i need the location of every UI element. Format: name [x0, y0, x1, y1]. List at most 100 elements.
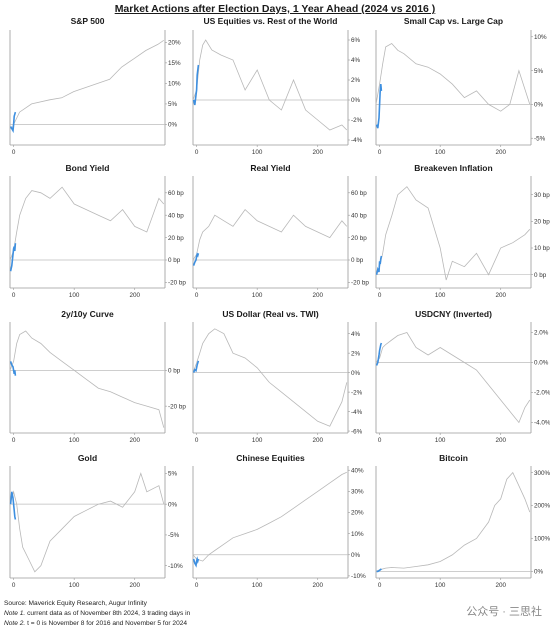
y-tick-label: 20% — [168, 40, 181, 47]
x-tick-label: 200 — [312, 582, 323, 589]
chart-panel-9: Gold -10% -5% 0% 5% 0 100 200 — [9, 453, 183, 589]
series-2016-line — [9, 472, 165, 573]
y-tick-label: -2% — [351, 389, 363, 396]
panel-title: S&P 500 — [71, 16, 105, 26]
x-tick-label: 0 — [378, 437, 382, 444]
x-tick-label: 0 — [12, 149, 16, 156]
panel-title: Real Yield — [250, 163, 290, 173]
series-2016-line — [375, 42, 531, 112]
y-tick-label: -4% — [351, 137, 363, 144]
series-2024-line — [9, 491, 17, 520]
series-2024-line — [375, 342, 383, 366]
y-tick-label: 0% — [168, 122, 178, 129]
x-tick-label: 200 — [495, 292, 506, 299]
series-2024-line — [192, 360, 200, 373]
y-tick-label: 40 bp — [351, 212, 367, 219]
y-tick-label: 40% — [351, 467, 364, 474]
y-tick-label: -20 bp — [168, 403, 186, 410]
y-tick-label: 4% — [351, 57, 361, 64]
y-tick-label: 5% — [534, 68, 544, 75]
y-tick-label: 5% — [168, 101, 178, 108]
x-tick-label: 0 — [195, 292, 199, 299]
x-tick-label: 200 — [129, 292, 140, 299]
panel-title: Gold — [78, 453, 97, 463]
panel-title: Breakeven Inflation — [414, 163, 492, 173]
y-tick-label: -6% — [351, 428, 363, 435]
x-tick-label: 0 — [195, 437, 199, 444]
x-tick-label: 200 — [495, 437, 506, 444]
note-2-label: Note 2. — [4, 620, 26, 627]
panel-title: Bond Yield — [66, 163, 110, 173]
y-tick-label: -4% — [351, 409, 363, 416]
footer: Source: Maverick Equity Research, Augur … — [4, 599, 190, 629]
panel-title: Chinese Equities — [236, 453, 305, 463]
y-tick-label: -20 bp — [351, 280, 369, 287]
panel-title: US Equities vs. Rest of the World — [204, 16, 338, 26]
y-tick-label: -2% — [351, 117, 363, 124]
x-tick-label: 100 — [435, 292, 446, 299]
x-tick-label: 0 — [12, 582, 16, 589]
x-tick-label: 200 — [495, 149, 506, 156]
panel-title: US Dollar (Real vs. TWI) — [222, 309, 319, 319]
watermark: 公众号 · 三思社 — [466, 606, 542, 618]
chart-panel-10: Chinese Equities -10% 0% 10% 20% 30% 40% 0 100 20… — [192, 453, 366, 589]
chart-panel-5: Breakeven Inflation 0 bp 10 bp 20 bp 30 bp 0 1… — [375, 163, 550, 299]
x-tick-label: 100 — [69, 292, 80, 299]
y-tick-label: 0 bp — [534, 272, 547, 279]
series-2024-line — [375, 84, 383, 129]
y-tick-label: 2% — [351, 77, 361, 84]
y-tick-label: 10 bp — [534, 245, 550, 252]
y-tick-label: 100% — [534, 536, 550, 543]
x-tick-label: 200 — [312, 437, 323, 444]
note-2-text: t = 0 is November 8 for 2016 and Novembe… — [27, 620, 188, 627]
series-2024-line — [9, 111, 17, 134]
x-tick-label: 0 — [195, 149, 199, 156]
y-tick-label: 0% — [351, 97, 361, 104]
series-2016-line — [192, 208, 348, 261]
series-2016-line — [9, 330, 165, 428]
series-2024-line — [376, 568, 382, 573]
series-2024-line — [192, 64, 200, 106]
chart-panel-11: Bitcoin 0% 100% 200% 300% 0 100 200 — [375, 453, 550, 589]
series-2016-line — [10, 39, 165, 129]
chart-panel-7: US Dollar (Real vs. TWI) -6% -4% -2% 0% 2% 4% 0… — [192, 309, 363, 444]
y-tick-label: 300% — [534, 470, 550, 477]
series-2016-line — [9, 186, 165, 261]
footer-source: Source: Maverick Equity Research, Augur … — [4, 600, 147, 607]
y-tick-label: -10% — [351, 573, 366, 580]
x-tick-label: 200 — [495, 582, 506, 589]
chart-panel-8: USDCNY (Inverted) -4.0% -2.0% 0.0% 2.0% 0 100 2… — [375, 309, 550, 444]
x-tick-label: 200 — [129, 437, 140, 444]
x-tick-label: 100 — [252, 149, 263, 156]
y-tick-label: -10% — [168, 563, 183, 570]
x-tick-label: 200 — [129, 582, 140, 589]
y-tick-label: 10% — [168, 81, 181, 88]
y-tick-label: 0% — [168, 501, 178, 508]
series-2016-line — [192, 39, 348, 131]
x-tick-label: 100 — [252, 437, 263, 444]
x-tick-label: 100 — [69, 582, 80, 589]
x-tick-label: 200 — [312, 292, 323, 299]
y-tick-label: 0% — [351, 370, 361, 377]
y-tick-label: 2% — [351, 350, 361, 357]
chart-panel-4: Real Yield -20 bp 0 bp 20 bp 40 bp 60 bp 0 100 2… — [192, 163, 369, 299]
series-2024-line — [192, 556, 200, 568]
series-2016-line — [375, 332, 531, 424]
y-tick-label: 0% — [534, 102, 544, 109]
x-tick-label: 0 — [378, 582, 382, 589]
panel-title: Small Cap vs. Large Cap — [404, 16, 503, 26]
y-tick-label: 20% — [351, 510, 364, 517]
series-2024-line — [9, 361, 17, 376]
footer-note-2: Note 2. t = 0 is November 8 for 2016 and… — [4, 619, 190, 629]
y-tick-label: 30 bp — [534, 192, 550, 199]
y-tick-label: 0 bp — [168, 257, 181, 264]
y-tick-label: -4.0% — [534, 420, 550, 427]
y-tick-label: 20 bp — [534, 219, 550, 226]
y-tick-label: 0 bp — [351, 257, 364, 264]
x-tick-label: 100 — [69, 437, 80, 444]
note-1-label: Note 1. — [4, 610, 26, 617]
x-tick-label: 100 — [252, 292, 263, 299]
footer-note-1: Note 1. current data as of November 8th … — [4, 609, 190, 619]
y-tick-label: 60 bp — [168, 190, 184, 197]
